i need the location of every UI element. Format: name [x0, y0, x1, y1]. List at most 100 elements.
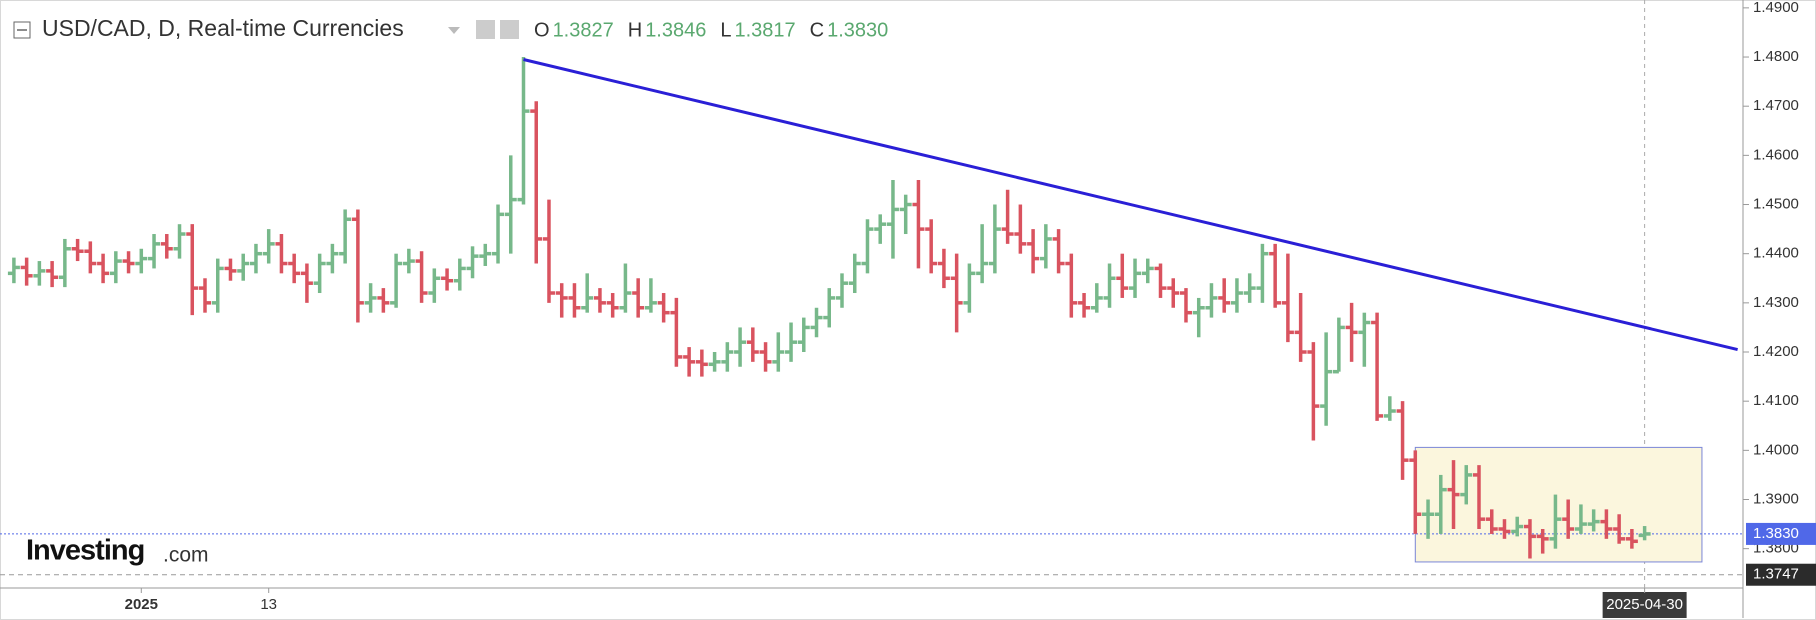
x-label-bg — [1602, 592, 1687, 618]
ohlc-bar — [364, 283, 377, 313]
ohlc-bar — [1014, 204, 1027, 254]
ohlc-key: C — [810, 19, 824, 41]
y-tick-label: 1.4700 — [1753, 97, 1799, 114]
ohlc-bar — [415, 251, 428, 303]
ohlc-bar — [1230, 278, 1243, 313]
chart-title: USD/CAD, D, Real-time Currencies — [42, 15, 404, 41]
trendline — [523, 58, 1738, 352]
logo-suffix: .com — [163, 544, 209, 567]
ohlc-bar — [1600, 509, 1613, 539]
ohlc-bar — [1167, 278, 1180, 308]
ohlc-bar — [1536, 529, 1549, 554]
ohlc-key: H — [628, 19, 642, 41]
ohlc-bar — [211, 258, 224, 313]
ohlc-bar — [1511, 516, 1524, 537]
settings-icon[interactable] — [476, 20, 495, 39]
ohlc-bar — [33, 261, 46, 286]
ohlc-bar — [632, 278, 645, 318]
ohlc-bar — [1294, 293, 1307, 362]
ohlc-bar — [606, 293, 619, 318]
ohlc-bar — [1307, 342, 1320, 441]
ohlc-bar — [912, 179, 925, 269]
ohlc-key: O — [534, 19, 550, 41]
ohlc-bar — [1460, 465, 1473, 505]
price-label: 1.3830 — [1753, 525, 1799, 542]
ohlc-bar — [1205, 283, 1218, 318]
ohlc-bar — [555, 283, 568, 318]
ohlc-bar — [441, 268, 454, 291]
logo-brand: Investing — [26, 535, 144, 567]
x-tick-label: 13 — [260, 596, 277, 613]
ohlc-bar — [173, 224, 186, 259]
ohlc-bar — [326, 243, 339, 274]
ohlc-bar — [1485, 509, 1498, 534]
ohlc-bar — [1434, 474, 1447, 534]
ohlc-bar — [1625, 529, 1638, 549]
ohlc-bar — [1281, 253, 1294, 343]
ohlc-bar — [1345, 302, 1358, 362]
ohlc-bar — [1320, 332, 1333, 426]
ohlc-bar — [58, 238, 71, 288]
ohlc-value: 1.3817 — [734, 19, 795, 41]
ohlc-bar — [657, 293, 670, 323]
ohlc-bar — [1001, 189, 1014, 244]
ohlc-key: L — [720, 19, 731, 41]
ohlc-bar — [339, 209, 352, 264]
ohlc-bar — [1371, 312, 1384, 421]
ohlc-bar — [84, 241, 97, 274]
ohlc-bar — [1103, 263, 1116, 308]
ohlc-bar — [1129, 258, 1142, 298]
y-tick-label: 1.4100 — [1753, 392, 1799, 409]
ohlc-bar — [160, 234, 173, 259]
ohlc-bar — [199, 278, 211, 313]
ohlc-bar — [619, 263, 632, 313]
ohlc-bar — [836, 273, 848, 308]
ohlc-bar — [1396, 401, 1409, 480]
ohlc-bar — [886, 179, 899, 259]
ohlc-bar — [810, 307, 823, 338]
ohlc-bar — [734, 327, 747, 367]
ohlc-bar — [237, 253, 250, 281]
x-tick-label: 2025-04-30 — [1606, 596, 1683, 613]
ohlc-bar — [288, 253, 301, 284]
y-tick-label: 1.4000 — [1753, 441, 1799, 458]
ohlc-bar — [759, 342, 772, 372]
ohlc-bar — [1090, 283, 1103, 313]
ohlc-bar — [504, 155, 517, 254]
ohlc-bar — [899, 194, 912, 235]
ohlc-bar — [1358, 312, 1371, 367]
ohlc-bar — [1473, 465, 1485, 530]
dropdown-arrow[interactable] — [448, 27, 460, 34]
ohlc-bar — [71, 238, 84, 262]
ohlc-bar — [492, 204, 505, 264]
ohlc-bar — [1638, 526, 1651, 541]
ohlc-bar — [670, 297, 683, 367]
ohlc-bar — [262, 229, 275, 264]
ohlc-bar — [97, 253, 110, 284]
y-tick-label: 1.4200 — [1753, 343, 1799, 360]
ohlc-bar — [517, 57, 530, 205]
ohlc-bar — [530, 101, 543, 264]
ohlc-bar — [1409, 450, 1422, 534]
ohlc-bar — [708, 352, 721, 372]
ohlc-bar — [963, 263, 976, 313]
ohlc-bar — [275, 234, 288, 274]
ohlc-bar — [1052, 229, 1065, 274]
ohlc-bar — [1383, 396, 1396, 421]
ohlc-bar — [20, 257, 33, 286]
gear-icon[interactable] — [500, 20, 519, 39]
ohlc-bar — [1562, 499, 1575, 539]
y-tick-label: 1.4500 — [1753, 195, 1799, 212]
y-tick-label: 1.3900 — [1753, 490, 1799, 507]
ohlc-bar — [1422, 499, 1435, 539]
ohlc-bar — [785, 322, 798, 362]
y-tick-label: 1.4400 — [1753, 245, 1799, 262]
ohlc-bar — [581, 273, 594, 313]
ohlc-bar — [568, 283, 581, 318]
ohlc-bar — [1269, 243, 1282, 308]
range-box — [1414, 446, 1703, 563]
ohlc-bar — [1587, 509, 1600, 532]
y-tick-label: 1.4600 — [1753, 146, 1799, 163]
y-tick-label: 1.4900 — [1753, 0, 1799, 16]
